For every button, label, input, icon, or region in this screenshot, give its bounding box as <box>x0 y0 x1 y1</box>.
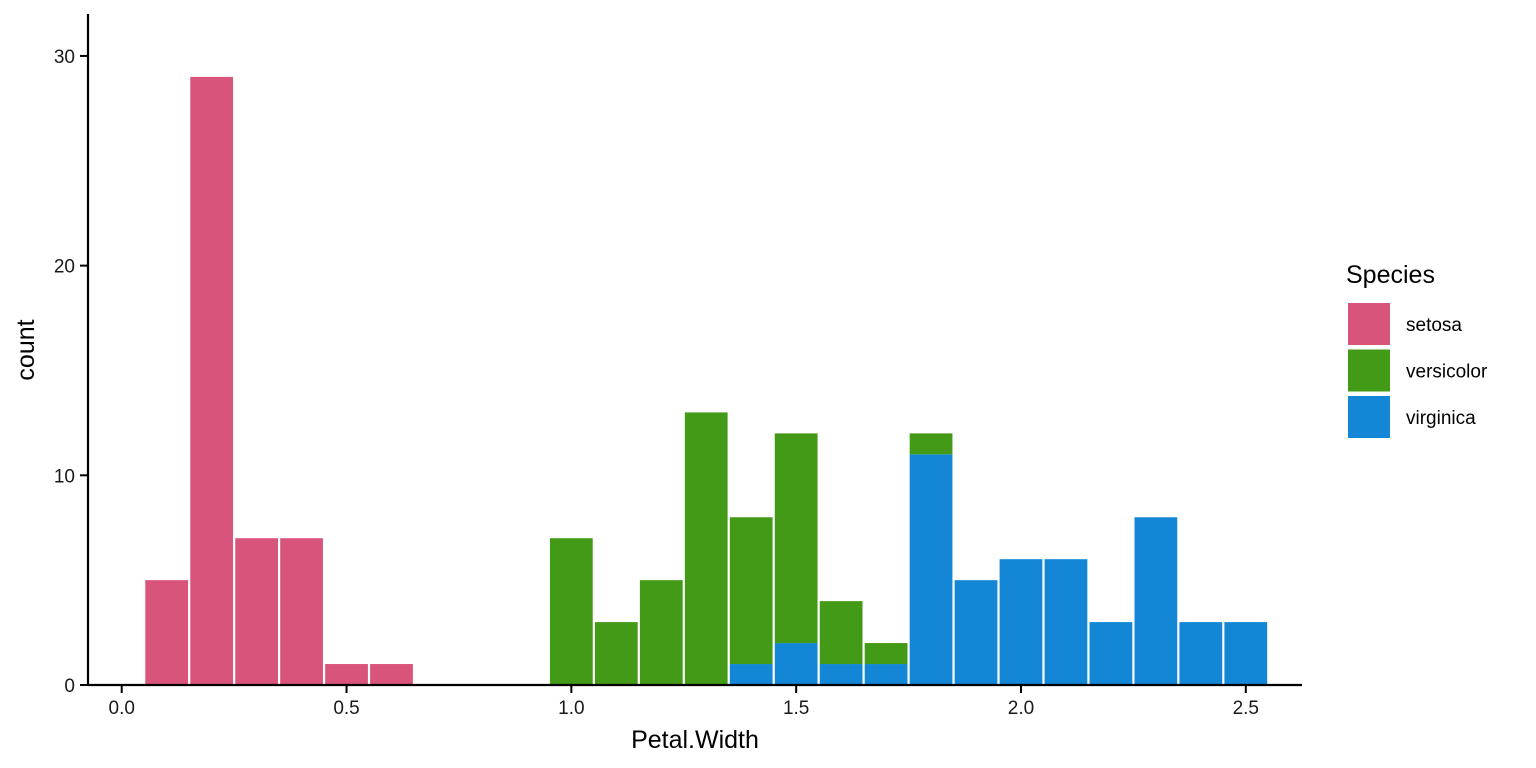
bar-virginica-1.4 <box>729 664 773 685</box>
legend-items: setosa versicolor virginica <box>1348 303 1488 438</box>
legend-label-virginica: virginica <box>1406 408 1476 429</box>
legend-swatch-versicolor <box>1348 349 1390 392</box>
x-tick-label: 0.5 <box>333 698 359 719</box>
y-tick-label: 10 <box>54 466 75 487</box>
bar-virginica-1.5 <box>774 643 818 685</box>
y-tick-label: 30 <box>54 47 75 68</box>
x-tick-label: 1.0 <box>558 698 584 719</box>
bar-versicolor-1.3 <box>684 412 728 685</box>
bar-setosa-0.2 <box>190 76 234 685</box>
bar-versicolor-1.0 <box>549 538 593 685</box>
x-axis-title: Petal.Width <box>631 726 759 754</box>
x-axis-ticks: 0.0 0.5 1.0 1.5 2.0 2.5 <box>109 685 1259 719</box>
y-tick-label: 20 <box>54 257 75 278</box>
bar-versicolor-1.6 <box>819 601 863 665</box>
bar-virginica-1.8 <box>909 454 953 685</box>
bar-virginica-2.5 <box>1224 622 1268 685</box>
bar-setosa-0.3 <box>235 538 278 685</box>
bar-setosa-0.1 <box>145 580 189 685</box>
legend-label-setosa: setosa <box>1406 315 1462 336</box>
bar-setosa-0.4 <box>280 538 323 685</box>
x-tick-label: 2.5 <box>1233 698 1259 719</box>
bars-layer <box>145 76 1268 685</box>
y-tick-label: 0 <box>64 676 75 697</box>
x-tick-label: 0.0 <box>109 698 135 719</box>
bar-setosa-0.6 <box>370 664 413 685</box>
bar-virginica-1.7 <box>864 664 908 685</box>
bar-versicolor-1.8 <box>909 433 953 455</box>
legend-swatch-setosa <box>1348 303 1390 345</box>
legend: Species setosa versicolor virginica <box>1346 261 1488 438</box>
bar-virginica-1.9 <box>954 580 998 685</box>
x-tick-label: 2.0 <box>1008 698 1034 719</box>
x-tick-label: 1.5 <box>783 698 809 719</box>
bar-virginica-2.4 <box>1179 622 1223 685</box>
bar-virginica-2.3 <box>1134 517 1178 685</box>
bar-versicolor-1.2 <box>639 580 683 685</box>
y-axis-ticks: 0 10 20 30 <box>54 47 88 697</box>
bar-versicolor-1.4 <box>729 517 773 665</box>
bar-versicolor-1.5 <box>774 433 818 644</box>
bar-virginica-2.2 <box>1089 622 1133 685</box>
bar-virginica-1.6 <box>819 664 863 685</box>
bar-versicolor-1.7 <box>864 643 908 665</box>
legend-swatch-virginica <box>1348 396 1390 438</box>
bar-versicolor-1.1 <box>594 622 638 685</box>
bar-setosa-0.5 <box>325 664 368 685</box>
y-axis-title: count <box>12 319 40 380</box>
bar-virginica-2.0 <box>999 559 1043 685</box>
legend-label-versicolor: versicolor <box>1406 362 1488 383</box>
legend-title: Species <box>1346 261 1435 289</box>
bar-virginica-2.1 <box>1044 559 1088 685</box>
